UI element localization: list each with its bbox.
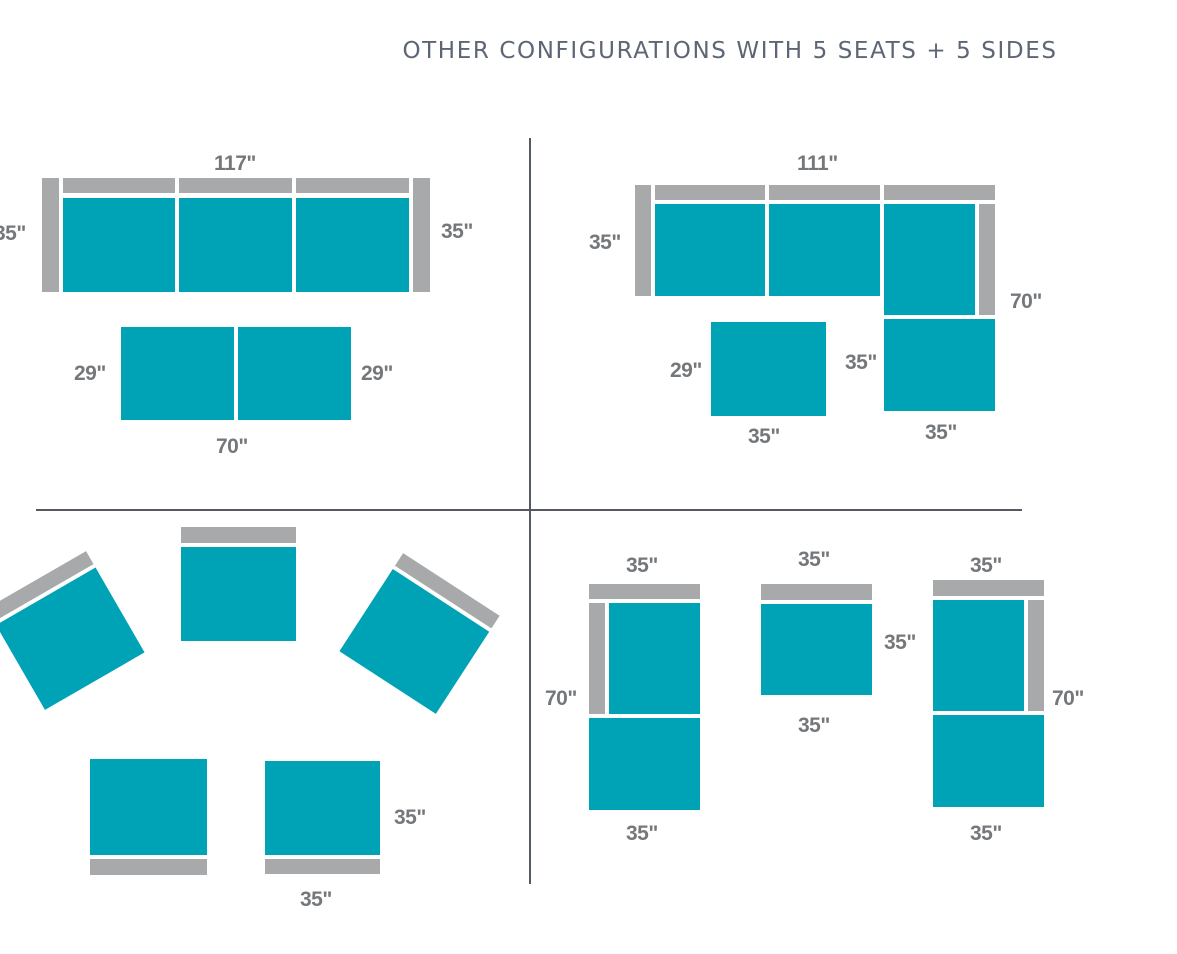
config-2-seat-3 [884, 204, 975, 315]
config-2-seat-1 [655, 204, 765, 296]
config-3-chair-bottom-left-seat [90, 759, 207, 855]
config-4-left-arm [589, 603, 605, 714]
config-1-seat-3 [296, 198, 409, 292]
config-4-left-back [589, 584, 700, 599]
config-2-ottoman [711, 322, 826, 416]
config-4-left-extension [589, 718, 700, 810]
config-3-depth-label: 35" [394, 806, 426, 829]
config-4-middle-width-top-label: 35" [798, 548, 830, 571]
config-1-left-arm [42, 178, 59, 292]
config-1-ottoman-depth-left-label: 29" [74, 362, 106, 385]
config-2-ottoman-depth-label: 29" [670, 359, 702, 382]
config-4-right-back [933, 580, 1044, 596]
config-2-back-2 [769, 185, 880, 200]
config-1-ottoman-1 [121, 327, 234, 420]
config-1-back-1 [63, 178, 175, 193]
config-1-width-label: 117" [214, 152, 256, 175]
config-4-middle-depth-label: 35" [884, 631, 916, 654]
config-3-chair-bottom-right-back [265, 859, 380, 874]
config-3-width-label: 35" [300, 888, 332, 911]
config-1-ottoman-width-label: 70" [216, 435, 248, 458]
config-2-seat-2 [769, 204, 880, 296]
config-4-left-seat [609, 603, 700, 714]
config-2-corner-width-label: 35" [925, 421, 957, 444]
config-4-left-width-bottom-label: 35" [626, 822, 658, 845]
config-3-chair-right [339, 553, 500, 714]
config-2-depth-left-label: 35" [589, 231, 621, 254]
config-2-back-3 [884, 185, 995, 200]
config-1-back-3 [296, 178, 409, 193]
config-1-ottoman-depth-right-label: 29" [361, 362, 393, 385]
config-4-right-arm [1028, 600, 1044, 711]
config-1-depth-left-label: 35" [0, 222, 26, 245]
config-1-seat-1 [63, 198, 175, 292]
config-3-chair-bottom-left-back [90, 859, 207, 875]
config-4-right-seat [933, 600, 1024, 711]
horizontal-divider [36, 509, 1022, 511]
config-3-chair-top-seat [181, 547, 296, 641]
config-1-depth-right-label: 35" [441, 220, 473, 243]
page-title: OTHER CONFIGURATIONS WITH 5 SEATS + 5 SI… [402, 38, 1058, 64]
config-1-seat-2 [179, 198, 292, 292]
config-2-width-label: 111" [797, 152, 838, 175]
config-4-middle-seat [761, 604, 872, 695]
config-4-right-length-label: 70" [1052, 687, 1084, 710]
config-4-right-width-top-label: 35" [970, 554, 1002, 577]
config-4-right-width-bottom-label: 35" [970, 822, 1002, 845]
config-2-left-arm [635, 185, 651, 296]
config-2-ottoman-width-label: 35" [748, 425, 780, 448]
config-1-back-2 [179, 178, 292, 193]
vertical-divider [529, 138, 531, 884]
config-4-middle-back [761, 584, 872, 600]
config-2-chaise-extension [884, 319, 995, 411]
config-4-left-length-label: 70" [545, 687, 577, 710]
config-3-chair-bottom-right-seat [265, 761, 380, 855]
config-4-middle-width-bottom-label: 35" [798, 714, 830, 737]
config-1-right-arm [413, 178, 430, 292]
config-2-chaise-arm [979, 204, 995, 315]
config-4-right-extension [933, 715, 1044, 807]
config-2-chaise-length-label: 70" [1010, 290, 1042, 313]
config-2-corner-depth-label: 35" [845, 351, 877, 374]
config-2-back-1 [655, 185, 765, 200]
config-3-chair-left [0, 551, 145, 710]
config-3-chair-top-back [181, 527, 296, 543]
config-4-left-width-top-label: 35" [626, 554, 658, 577]
config-1-ottoman-2 [238, 327, 351, 420]
